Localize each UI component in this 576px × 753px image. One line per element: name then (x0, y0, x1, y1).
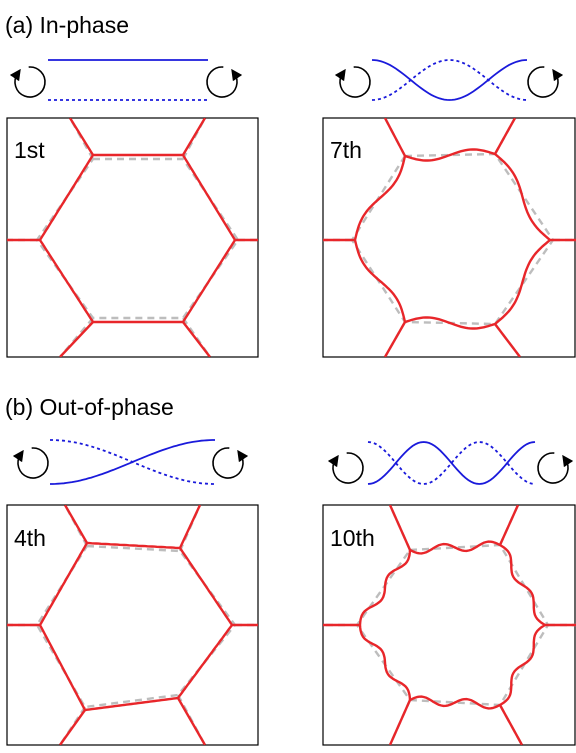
section-label: (a) In-phase (5, 12, 129, 38)
rotation-arrow (528, 67, 558, 97)
panel-label: 1st (14, 137, 45, 163)
figure: (a) In-phase (b) Out-of-phase 1st 7th 4t… (0, 0, 576, 748)
mode-curve (372, 60, 527, 100)
panel-label: 10th (330, 525, 375, 551)
rotation-arrow (340, 67, 370, 97)
rotation-arrow (207, 67, 237, 97)
panel-label: 4th (14, 525, 46, 551)
rotation-arrow (333, 453, 363, 483)
panel-label: 7th (330, 137, 362, 163)
rotation-arrow (213, 448, 243, 478)
mode-curve (368, 442, 535, 484)
rotation-arrow (18, 448, 48, 478)
section-label: (b) Out-of-phase (5, 394, 174, 420)
mode-curve (50, 440, 215, 484)
rotation-arrow (538, 453, 568, 483)
rotation-arrow (15, 67, 45, 97)
mode-curve (372, 60, 527, 100)
